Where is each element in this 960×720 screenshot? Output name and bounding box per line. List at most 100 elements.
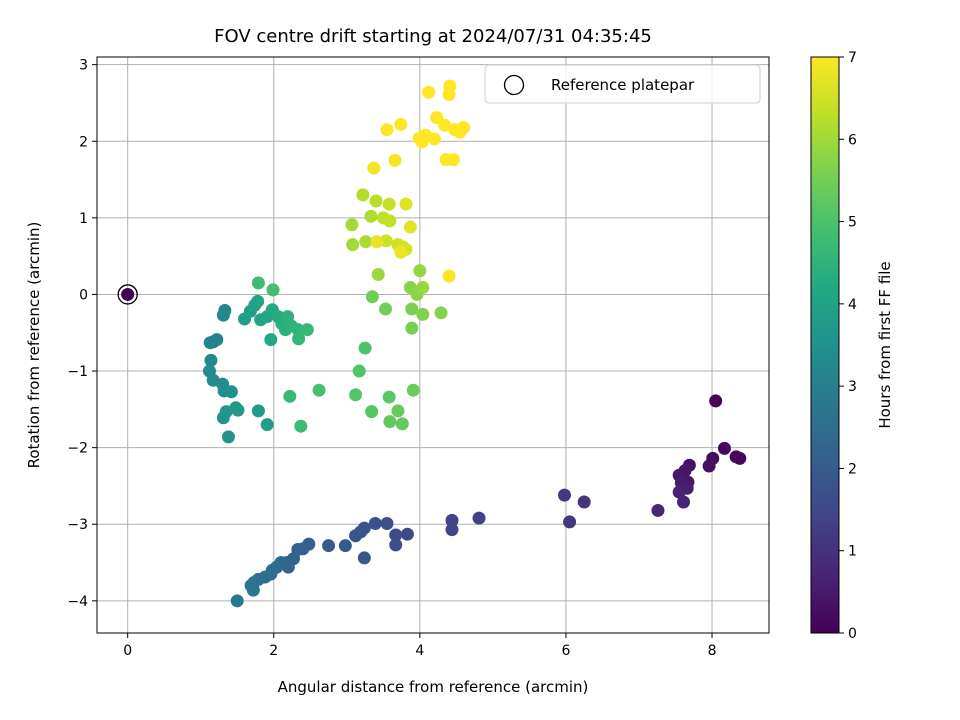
data-point: [251, 404, 265, 418]
data-point: [434, 306, 448, 320]
data-point: [733, 451, 747, 465]
colorbar-ticks: 0 1 2 3 4 5 6 7: [839, 50, 857, 642]
data-point: [442, 88, 456, 102]
data-point: [231, 403, 245, 417]
data-point: [394, 245, 408, 259]
data-point: [357, 551, 371, 565]
data-point: [221, 430, 235, 444]
data-point: [364, 209, 378, 223]
data-point: [370, 235, 384, 249]
data-point: [672, 485, 686, 499]
data-point: [717, 441, 731, 455]
data-point: [349, 529, 363, 543]
data-point: [367, 161, 381, 175]
y-tick-label: −4: [67, 594, 88, 610]
data-point: [446, 153, 460, 167]
y-axis-label: Rotation from reference (arcmin): [25, 222, 43, 469]
data-point: [224, 385, 238, 399]
data-point: [400, 527, 414, 541]
data-point: [365, 405, 379, 419]
data-point: [702, 459, 716, 473]
data-point: [442, 269, 456, 283]
y-tick-label: 0: [79, 287, 88, 303]
data-point: [388, 153, 402, 167]
data-point: [251, 294, 265, 308]
data-point: [203, 336, 217, 350]
data-point: [338, 539, 352, 553]
data-point: [427, 132, 441, 146]
legend: Reference platepar: [484, 64, 761, 104]
data-point: [438, 118, 452, 132]
legend-marker-icon: [503, 74, 525, 96]
data-point: [416, 281, 430, 295]
data-point: [264, 333, 278, 347]
data-point: [457, 120, 471, 134]
data-point: [352, 364, 366, 378]
x-axis-label: Angular distance from reference (arcmin): [278, 678, 589, 696]
reference-marker: [117, 284, 138, 305]
colorbar-tick-label: 4: [848, 297, 857, 313]
data-point: [246, 583, 260, 597]
colorbar-tick-label: 1: [848, 544, 857, 560]
data-point: [300, 323, 314, 337]
data-point: [266, 283, 280, 297]
data-point: [359, 235, 373, 249]
data-point: [445, 513, 459, 527]
data-point: [260, 418, 274, 432]
data-points: [202, 79, 747, 608]
data-point: [292, 332, 306, 346]
data-point: [389, 538, 403, 552]
data-point: [294, 419, 308, 433]
data-point: [383, 214, 397, 228]
data-point: [577, 495, 591, 509]
colorbar: 0 1 2 3 4 5 6 7 Hours from first FF file: [810, 50, 894, 642]
reference-marker-group: [117, 284, 138, 305]
colorbar-gradient: [810, 56, 840, 634]
data-point: [406, 383, 420, 397]
data-point: [365, 290, 379, 304]
data-point: [389, 528, 403, 542]
chart-title: FOV centre drift starting at 2024/07/31 …: [214, 26, 652, 47]
reference-point: [121, 287, 135, 301]
data-point: [405, 302, 419, 316]
data-point: [422, 85, 436, 99]
legend-label: Reference platepar: [551, 76, 695, 94]
data-point: [251, 276, 265, 290]
data-point: [677, 495, 691, 509]
data-point: [346, 238, 360, 252]
colorbar-tick-label: 7: [848, 50, 857, 66]
data-point: [382, 390, 396, 404]
data-point: [382, 197, 396, 211]
x-tick-label: 4: [415, 643, 424, 659]
data-point: [368, 516, 382, 530]
colorbar-tick-label: 5: [848, 215, 857, 231]
data-point: [472, 511, 486, 525]
data-point: [356, 188, 370, 202]
plot-frame: [96, 56, 770, 634]
data-point: [394, 117, 408, 131]
data-point: [445, 523, 459, 537]
data-point: [413, 264, 427, 278]
data-point: [430, 111, 444, 125]
colorbar-tick-label: 3: [848, 379, 857, 395]
data-point: [391, 404, 405, 418]
data-point: [412, 131, 426, 145]
y-tick-label: −3: [67, 517, 88, 533]
data-point: [312, 383, 326, 397]
data-point: [399, 197, 413, 211]
x-tick-label: 0: [123, 643, 132, 659]
data-point: [709, 394, 723, 408]
y-axis: −4 −3 −2 −1 0 1 2 3: [67, 58, 97, 610]
legend-box: [484, 64, 761, 104]
data-point: [380, 516, 394, 530]
data-point: [204, 353, 218, 367]
x-tick-label: 6: [561, 643, 570, 659]
data-point: [557, 488, 571, 502]
x-tick-label: 8: [708, 643, 717, 659]
x-axis: 0 2 4 6 8: [123, 633, 716, 659]
colorbar-tick-label: 0: [848, 626, 857, 642]
data-point: [345, 218, 359, 232]
data-point: [283, 389, 297, 403]
y-tick-label: 2: [79, 134, 88, 150]
